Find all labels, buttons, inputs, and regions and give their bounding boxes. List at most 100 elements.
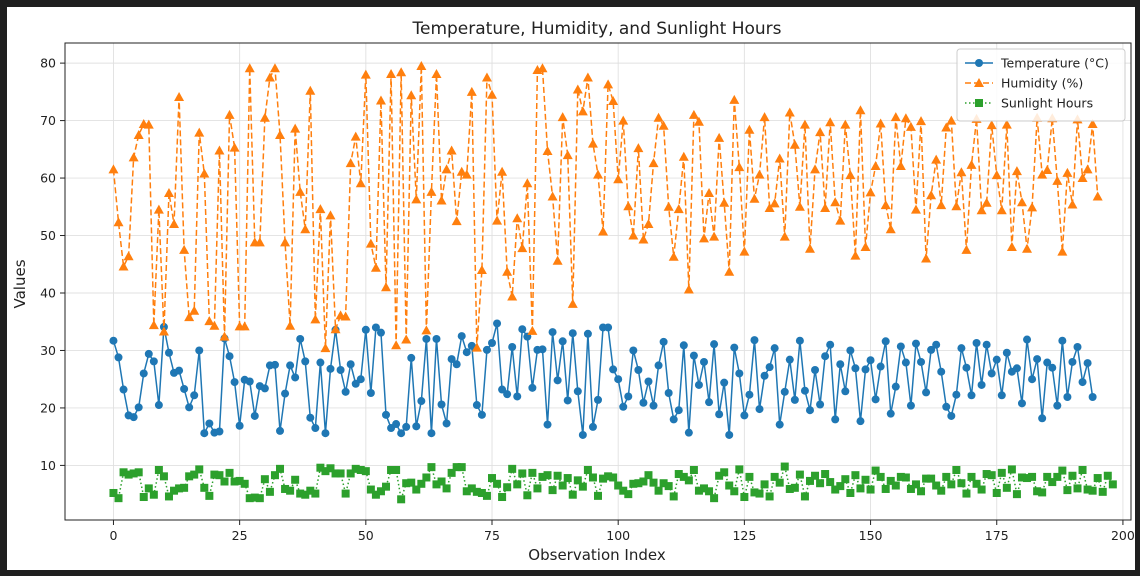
sunlight-hours-point (977, 485, 986, 494)
legend-label-sunlight-hours: Sunlight Hours (1001, 96, 1093, 111)
humidity-point (244, 63, 255, 73)
temperature-c-point (200, 429, 209, 438)
sunlight-hours-point (154, 466, 163, 475)
sunlight-hours-point (795, 470, 804, 479)
sunlight-hours-point (215, 471, 224, 480)
temperature-c-point (1012, 364, 1021, 373)
sunlight-hours-point (488, 474, 497, 483)
sunlight-hours-point (765, 492, 774, 501)
temperature-c-point (306, 413, 315, 422)
sunlight-hours-point (609, 473, 618, 482)
temperature-c-point (972, 338, 981, 347)
humidity-point (300, 224, 311, 234)
sunlight-hours-point (1083, 485, 1092, 494)
temperature-c-point (664, 388, 673, 397)
humidity-point (870, 160, 881, 170)
sunlight-hours-point (886, 476, 895, 485)
sunlight-hours-point (452, 463, 461, 472)
humidity-point (355, 178, 366, 188)
humidity-point (174, 92, 185, 102)
temperature-c-point (412, 422, 421, 431)
sunlight-hours-point (276, 464, 285, 473)
sunlight-hours-point (563, 474, 572, 483)
temperature-c-point (876, 362, 885, 371)
temperature-c-point (578, 430, 587, 439)
sunlight-hours-point (659, 479, 668, 488)
sunlight-hours-point (548, 486, 557, 495)
sunlight-hours-point (861, 475, 870, 484)
x-axis-label: Observation Index (528, 546, 666, 564)
humidity-point (280, 237, 291, 247)
humidity-point (315, 204, 326, 214)
humidity-point (825, 117, 836, 127)
humidity-point (613, 174, 624, 184)
temperature-c-point (437, 400, 446, 409)
y-tick-label: 60 (40, 171, 56, 186)
humidity-point (724, 266, 735, 276)
temperature-c-point (472, 401, 481, 410)
temperature-c-point (775, 420, 784, 429)
humidity-point (709, 231, 720, 241)
sunlight-hours-point (220, 477, 229, 486)
temperature-c-point (402, 422, 411, 431)
humidity-point (487, 89, 498, 99)
temperature-c-point (553, 376, 562, 385)
sunlight-hours-point (725, 481, 734, 490)
sunlight-hours-point (235, 476, 244, 485)
humidity-point (946, 115, 957, 125)
sunlight-hours-point (1033, 487, 1042, 496)
sunlight-hours-point (624, 490, 633, 499)
sunlight-hours-point (604, 472, 613, 481)
sunlight-hours-point (134, 468, 143, 477)
humidity-point (411, 194, 422, 204)
temperature-c-point (760, 371, 769, 380)
humidity-point (890, 112, 901, 122)
x-tick-label: 75 (484, 528, 500, 543)
humidity-point (618, 115, 629, 125)
humidity-point (1016, 197, 1027, 207)
humidity-point (663, 201, 674, 211)
chart-title: Temperature, Humidity, and Sunlight Hour… (412, 19, 782, 39)
legend-marker-humidity (974, 78, 984, 87)
humidity-point (1077, 173, 1088, 183)
sunlight-hours-point (170, 486, 179, 495)
temperature-c-point (109, 336, 118, 345)
humidity-point (582, 72, 593, 82)
temperature-c-point (634, 366, 643, 375)
sunlight-hours-point (210, 470, 219, 479)
humidity-point (416, 60, 427, 70)
temperature-c-point (594, 395, 602, 404)
sunlight-hours-point (836, 482, 845, 491)
sunlight-hours-point (1012, 490, 1021, 499)
humidity-point (497, 166, 508, 176)
humidity-point (350, 131, 361, 141)
temperature-c-point (1073, 343, 1082, 352)
sunlight-hours-point (538, 472, 547, 481)
y-tick-label: 10 (40, 458, 56, 473)
humidity-point (719, 197, 730, 207)
temperature-c-point (967, 391, 976, 400)
temperature-c-point (185, 403, 194, 412)
temperature-c-point (1063, 393, 1072, 402)
humidity-point (1022, 243, 1033, 253)
humidity-point (1037, 169, 1048, 179)
humidity-point (325, 210, 336, 220)
sunlight-hours-point (730, 487, 739, 496)
humidity-point (461, 169, 472, 179)
temperature-c-point (301, 357, 310, 366)
humidity-point (426, 186, 437, 196)
sunlight-hours-point (962, 489, 971, 498)
humidity-point (269, 63, 280, 73)
sunlight-hours-point (987, 471, 996, 480)
sunlight-hours-point (1053, 472, 1062, 481)
temperature-c-point (841, 387, 850, 396)
humidity-point (1057, 246, 1068, 256)
temperature-c-point (1038, 414, 1047, 423)
sunlight-hours-point (619, 486, 628, 495)
sunlight-hours-point (286, 486, 295, 495)
humidity-point (421, 325, 432, 335)
humidity-point (466, 86, 477, 96)
humidity-point (330, 324, 341, 334)
sunlight-hours-point (149, 490, 158, 499)
humidity-point (1001, 119, 1012, 129)
